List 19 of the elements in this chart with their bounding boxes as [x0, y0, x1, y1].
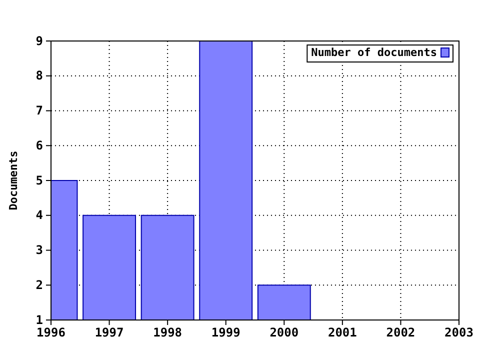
x-tick-label: 2003 — [444, 326, 474, 340]
y-tick-label: 7 — [36, 104, 43, 118]
y-tick-label: 2 — [36, 278, 43, 292]
y-tick-label: 8 — [36, 68, 43, 83]
x-tick-label: 2002 — [386, 326, 416, 340]
x-tick-label: 1999 — [211, 326, 240, 340]
y-tick-label: 4 — [36, 208, 43, 222]
x-tick-label: 1998 — [153, 326, 182, 340]
y-tick-label: 1 — [36, 312, 43, 327]
y-tick-label: 5 — [36, 173, 43, 188]
y-tick-label: 9 — [36, 34, 43, 48]
x-tick-label: 1997 — [94, 326, 124, 340]
y-axis-title: Documents — [7, 150, 20, 210]
y-tick-label: 6 — [36, 138, 43, 152]
x-tick-label: 1996 — [36, 326, 66, 340]
x-tick-label: 2000 — [270, 326, 299, 340]
legend-label: Number of documents — [311, 46, 437, 59]
x-tick-label: 2001 — [328, 326, 357, 340]
y-tick-label: 3 — [36, 243, 43, 258]
